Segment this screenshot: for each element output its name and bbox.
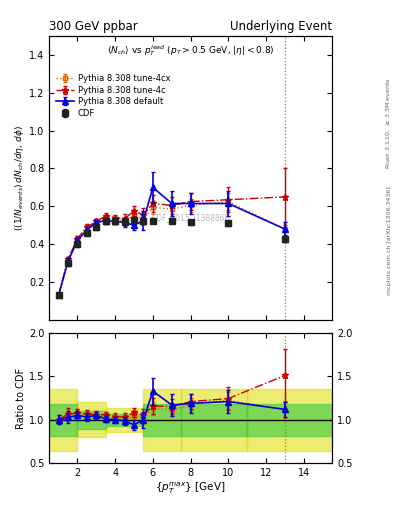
Text: mcplots.cern.ch [arXiv:1306.3436]: mcplots.cern.ch [arXiv:1306.3436]: [387, 186, 392, 295]
Legend: Pythia 8.308 tune-4cx, Pythia 8.308 tune-4c, Pythia 8.308 default, CDF: Pythia 8.308 tune-4cx, Pythia 8.308 tune…: [56, 74, 171, 118]
Text: CDF_2015_I1388868: CDF_2015_I1388868: [151, 213, 230, 222]
Y-axis label: Ratio to CDF: Ratio to CDF: [16, 368, 26, 429]
Text: $\langle N_{ch}\rangle$ vs $p_T^{lead}$ ($p_T > 0.5$ GeV, $|\eta| < 0.8$): $\langle N_{ch}\rangle$ vs $p_T^{lead}$ …: [107, 43, 274, 58]
X-axis label: $\{p_T^{max}\}$ [GeV]: $\{p_T^{max}\}$ [GeV]: [155, 481, 226, 497]
Text: Rivet 3.1.10, $\geq$ 3.3M events: Rivet 3.1.10, $\geq$ 3.3M events: [385, 77, 392, 168]
Text: 300 GeV ppbar: 300 GeV ppbar: [49, 20, 138, 33]
Y-axis label: $((1/N_{events})\, dN_{ch}/d\eta,\, d\phi)$: $((1/N_{events})\, dN_{ch}/d\eta,\, d\ph…: [13, 125, 26, 231]
Text: Underlying Event: Underlying Event: [230, 20, 332, 33]
